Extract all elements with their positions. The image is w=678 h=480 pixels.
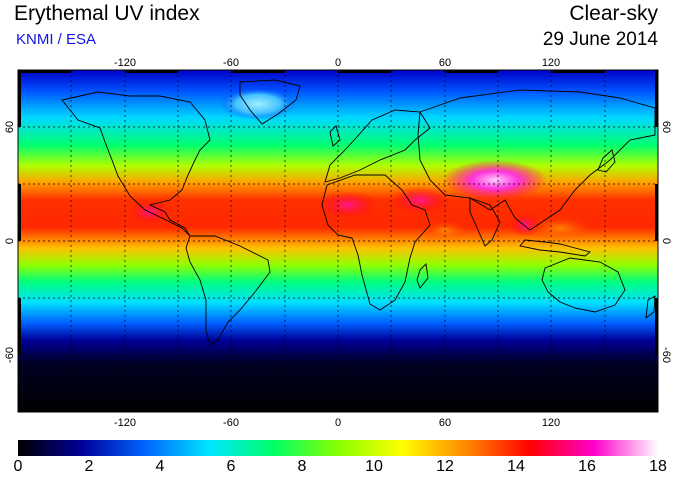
lon-tick-label-bottom: 0 — [335, 417, 341, 429]
colorbar-label: 18 — [649, 458, 667, 475]
colorbar-label: 14 — [507, 458, 525, 475]
lon-tick-label-bottom: -120 — [114, 417, 136, 429]
sky-condition-label: Clear-sky — [569, 2, 658, 25]
colorbar-label: 0 — [13, 458, 23, 475]
graticule — [18, 70, 658, 412]
lat-tick-label-left: -60 — [4, 347, 16, 363]
map-title: Erythemal UV index — [14, 2, 200, 25]
lat-tick-label-right: 0 — [660, 238, 672, 244]
lon-tick-label-bottom: -60 — [223, 417, 239, 429]
lat-labels-left: 60 0 -60 — [4, 121, 16, 363]
lat-tick-label-left: 0 — [4, 238, 16, 244]
lat-tick-label-right: -60 — [660, 347, 672, 363]
uv-index-map: -120 -60 0 60 120 -120 -60 0 60 120 60 0… — [4, 57, 672, 429]
map-frame — [17, 69, 659, 413]
lat-tick-label-left: 60 — [4, 121, 16, 133]
credit-label: KNMI / ESA — [16, 31, 97, 48]
colorbar-label: 12 — [436, 458, 454, 475]
lon-labels-top: -120 -60 0 60 120 — [114, 57, 560, 69]
lat-tick-label-right: 60 — [660, 121, 672, 133]
colorbar-label: 2 — [84, 458, 94, 475]
lon-tick-label-bottom: 120 — [542, 417, 560, 429]
lon-tick-label-bottom: 60 — [439, 417, 451, 429]
colorbar-label: 8 — [297, 458, 307, 475]
colorbar-label: 4 — [155, 458, 165, 475]
lon-tick-label-top: -60 — [223, 57, 239, 69]
colorbar-label: 10 — [365, 458, 383, 475]
coastlines — [61, 79, 656, 346]
colorbar-label: 16 — [578, 458, 596, 475]
uv-anomalies — [128, 88, 595, 240]
lon-tick-label-top: -120 — [114, 57, 136, 69]
lat-labels-right: 60 0 -60 — [660, 121, 672, 363]
lon-tick-label-top: 0 — [335, 57, 341, 69]
colorbar — [18, 440, 658, 456]
lon-tick-label-top: 60 — [439, 57, 451, 69]
lon-tick-label-top: 120 — [542, 57, 560, 69]
lon-labels-bottom: -120 -60 0 60 120 — [114, 417, 560, 429]
colorbar-label: 6 — [226, 458, 236, 475]
date-label: 29 June 2014 — [542, 29, 658, 50]
